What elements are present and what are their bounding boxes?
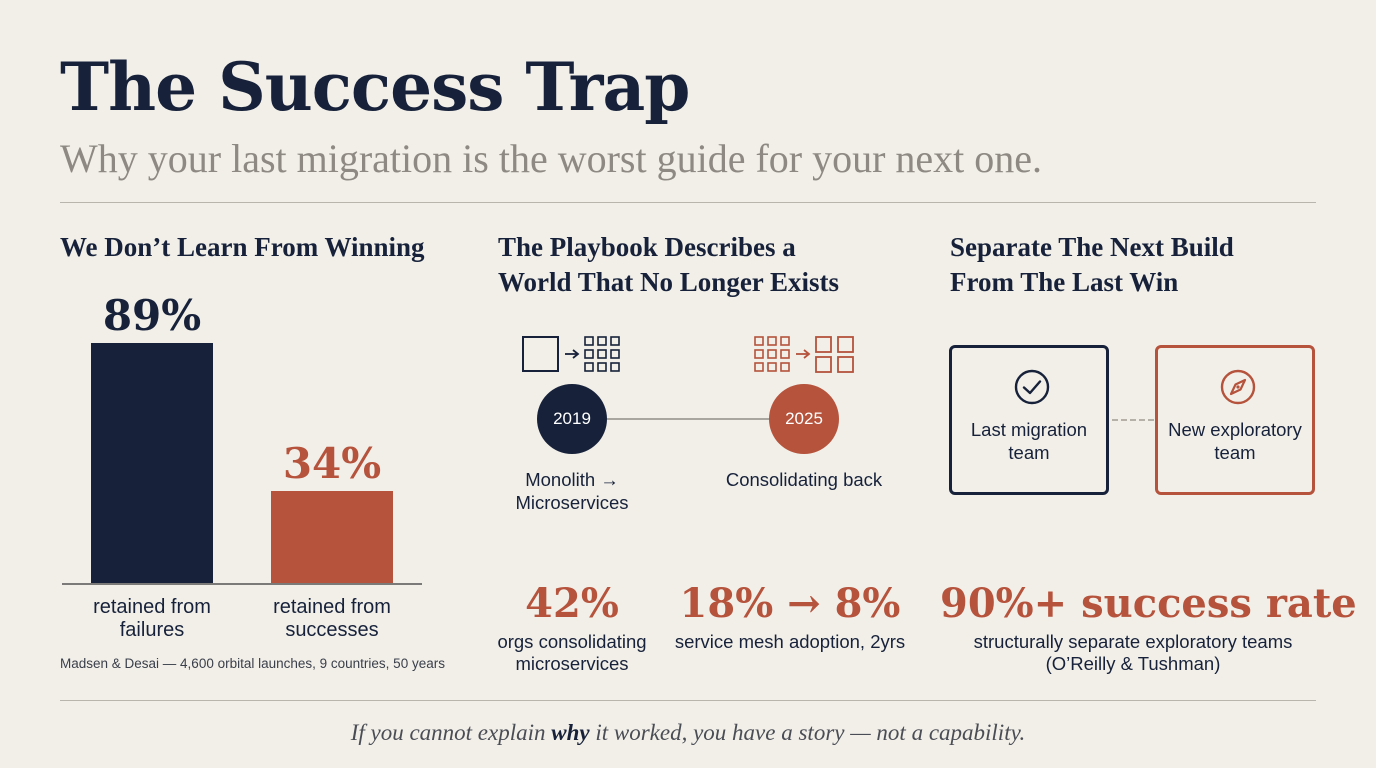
- stat-42-percent: 42%: [525, 580, 619, 627]
- timeline-caption-2019: Monolith → Microservices: [482, 468, 662, 514]
- stat-service-mesh: 18% → 8%: [679, 580, 901, 627]
- microservices-to-modules-icon: [754, 336, 854, 373]
- year-2019-circle: 2019: [537, 384, 607, 454]
- closing-quote: If you cannot explain why it worked, you…: [0, 720, 1376, 746]
- col3-heading-line: Separate The Next Build: [950, 232, 1234, 262]
- check-circle-icon: [1014, 369, 1050, 405]
- chart-baseline: [62, 583, 422, 585]
- timeline-caption-line: Monolith →: [525, 469, 619, 490]
- page-subtitle: Why your last migration is the worst gui…: [60, 136, 1043, 181]
- last-migration-team-label: Last migration team: [952, 418, 1106, 464]
- new-exploratory-team-label: New exploratory team: [1158, 418, 1312, 464]
- col2-heading-line: The Playbook Describes a: [498, 232, 796, 262]
- team-label-line: team: [1214, 442, 1256, 463]
- monolith-to-microservices-icon: [522, 336, 620, 372]
- quote-text: If you cannot explain: [350, 720, 552, 745]
- bar-value-label-successes: 34%: [282, 439, 382, 489]
- new-exploratory-team-box: New exploratory team: [1155, 345, 1315, 495]
- team-label-line: team: [1008, 442, 1050, 463]
- bar-category-line: retained from: [93, 596, 211, 618]
- year-2025-circle: 2025: [769, 384, 839, 454]
- stat-caption-line: microservices: [515, 653, 629, 674]
- compass-icon: [1220, 369, 1256, 405]
- col3-heading: Separate The Next Build From The Last Wi…: [950, 230, 1234, 300]
- bar-category-failures: retained from failures: [72, 596, 232, 642]
- col2-heading-line: World That No Longer Exists: [498, 267, 840, 297]
- bar-category-line: successes: [285, 619, 379, 641]
- quote-text: it worked, you have a story — not a capa…: [589, 720, 1026, 745]
- stat-success-rate-caption: structurally separate exploratory teams …: [940, 631, 1326, 675]
- timeline-caption-line: Consolidating back: [725, 469, 883, 490]
- retention-bar-chart: 89% 34% retained from failures retained …: [0, 0, 460, 660]
- timeline-caption-2025: Consolidating back: [704, 468, 904, 491]
- timeline-connector: [607, 418, 771, 420]
- col1-heading: We Don’t Learn From Winning: [60, 232, 425, 262]
- bar-category-successes: retained from successes: [252, 596, 412, 642]
- stat-caption-line: service mesh adoption, 2yrs: [674, 631, 906, 652]
- col3-heading-line: From The Last Win: [950, 267, 1179, 297]
- bar-category-line: retained from: [273, 596, 391, 618]
- quote-emphasis: why: [551, 720, 590, 745]
- bar-successes: [271, 491, 393, 583]
- team-separator-dashed-line: [1112, 419, 1154, 421]
- timeline-caption-line: Microservices: [515, 492, 629, 513]
- stat-caption-line: orgs consolidating: [497, 631, 647, 652]
- bottom-divider: [60, 700, 1316, 701]
- stat-42-caption: orgs consolidating microservices: [472, 631, 672, 675]
- source-note: Madsen & Desai — 4,600 orbital launches,…: [60, 656, 445, 671]
- stat-caption-line: (O’Reilly & Tushman): [1045, 653, 1221, 674]
- team-label-line: Last migration: [970, 419, 1088, 440]
- page-title: The Success Trap: [60, 48, 690, 126]
- stat-success-rate: 90%+ success rate: [940, 580, 1357, 627]
- last-migration-team-box: Last migration team: [949, 345, 1109, 495]
- stat-caption-line: structurally separate exploratory teams: [973, 631, 1293, 652]
- col2-heading: The Playbook Describes a World That No L…: [498, 230, 839, 300]
- bar-category-line: failures: [119, 619, 185, 641]
- bar-failures: [91, 342, 213, 583]
- team-label-line: New exploratory: [1168, 419, 1302, 440]
- stat-service-mesh-caption: service mesh adoption, 2yrs: [670, 631, 910, 653]
- bar-value-label-failures: 89%: [102, 290, 202, 340]
- top-divider: [60, 202, 1316, 203]
